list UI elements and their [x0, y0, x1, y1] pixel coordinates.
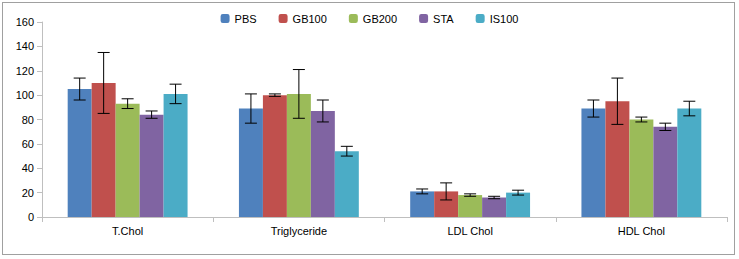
svg-text:60: 60: [22, 138, 34, 150]
svg-text:0: 0: [28, 211, 34, 223]
svg-text:HDL Chol: HDL Chol: [618, 225, 665, 237]
svg-text:Triglyceride: Triglyceride: [271, 225, 327, 237]
svg-text:100: 100: [16, 89, 34, 101]
svg-text:160: 160: [16, 16, 34, 28]
svg-text:20: 20: [22, 187, 34, 199]
svg-text:STA: STA: [433, 13, 454, 25]
svg-text:GB200: GB200: [363, 13, 397, 25]
svg-text:140: 140: [16, 40, 34, 52]
svg-text:T.Chol: T.Chol: [112, 225, 143, 237]
svg-text:GB100: GB100: [293, 13, 327, 25]
svg-text:LDL Chol: LDL Chol: [447, 225, 492, 237]
svg-text:120: 120: [16, 65, 34, 77]
svg-text:PBS: PBS: [235, 13, 257, 25]
svg-text:40: 40: [22, 162, 34, 174]
svg-text:80: 80: [22, 114, 34, 126]
svg-text:IS100: IS100: [490, 13, 519, 25]
